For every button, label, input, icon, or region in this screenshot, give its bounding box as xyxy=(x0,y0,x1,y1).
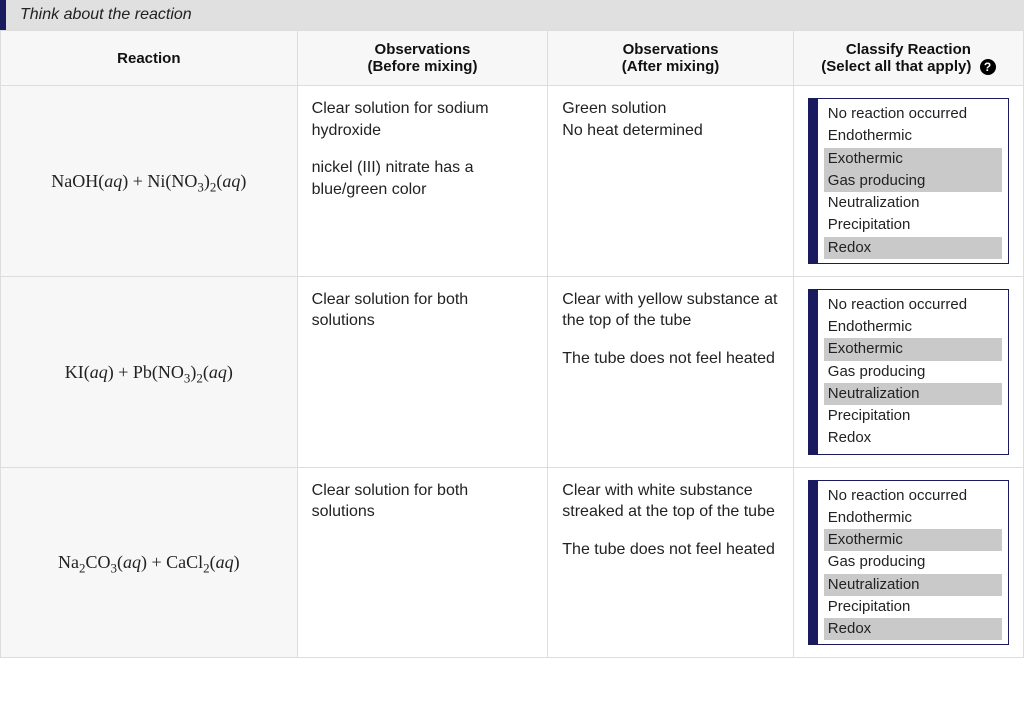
header-before-l1: Observations xyxy=(375,41,471,58)
classify-option[interactable]: Precipitation xyxy=(824,214,1002,236)
classify-option[interactable]: Redox xyxy=(824,618,1002,640)
obs-text: The tube does not feel heated xyxy=(562,539,779,561)
classify-option[interactable]: Precipitation xyxy=(824,596,1002,618)
header-reaction: Reaction xyxy=(1,31,298,86)
obs-text: Clear solution for sodium hydroxide xyxy=(312,98,534,141)
obs-text: Clear with white substance streaked at t… xyxy=(562,480,779,523)
classify-option[interactable]: Neutralization xyxy=(824,192,1002,214)
table-row: Na2CO3(aq) + CaCl2(aq) Clear solution for… xyxy=(1,467,1024,658)
reaction-table: Reaction Observations (Before mixing) Ob… xyxy=(0,30,1024,658)
header-reaction-text: Reaction xyxy=(117,50,180,67)
classify-multiselect[interactable]: No reaction occurredEndothermicExothermi… xyxy=(808,98,1009,264)
observations-before: Clear solution for both solutions xyxy=(297,276,548,467)
header-classify-l1: Classify Reaction xyxy=(846,41,971,58)
classify-option[interactable]: Gas producing xyxy=(824,551,1002,573)
classify-option[interactable]: No reaction occurred xyxy=(824,294,1002,316)
classify-cell: No reaction occurredEndothermicExothermi… xyxy=(793,86,1023,277)
obs-text: Clear solution for both solutions xyxy=(312,289,534,332)
table-row: NaOH(aq) + Ni(NO3)2(aq)Clear solution fo… xyxy=(1,86,1024,277)
header-before: Observations (Before mixing) xyxy=(297,31,548,86)
header-after: Observations (After mixing) xyxy=(548,31,794,86)
classify-option[interactable]: Redox xyxy=(824,427,1002,449)
observations-after: Green solutionNo heat determined xyxy=(548,86,794,277)
obs-text: nickel (III) nitrate has a blue/green co… xyxy=(312,157,534,200)
banner-text: Think about the reaction xyxy=(20,6,192,23)
observations-after: Clear with yellow substance at the top o… xyxy=(548,276,794,467)
reaction-formula: NaOH(aq) + Ni(NO3)2(aq) xyxy=(1,86,298,277)
classify-option[interactable]: No reaction occurred xyxy=(824,103,1002,125)
reaction-formula: Na2CO3(aq) + CaCl2(aq) xyxy=(1,467,298,658)
header-after-l2: (After mixing) xyxy=(622,58,720,75)
instructions-banner: Think about the reaction xyxy=(0,0,1024,30)
obs-text: The tube does not feel heated xyxy=(562,348,779,370)
header-classify-l2: (Select all that apply) xyxy=(821,58,971,75)
header-before-l2: (Before mixing) xyxy=(367,58,477,75)
classify-cell: No reaction occurredEndothermicExothermi… xyxy=(793,467,1023,658)
table-row: KI(aq) + Pb(NO3)2(aq) Clear solution for … xyxy=(1,276,1024,467)
classify-option[interactable]: Precipitation xyxy=(824,405,1002,427)
obs-text: No heat determined xyxy=(562,120,779,142)
obs-text: Green solution xyxy=(562,98,779,120)
obs-text: Clear solution for both solutions xyxy=(312,480,534,523)
obs-text: Clear with yellow substance at the top o… xyxy=(562,289,779,332)
classify-option[interactable]: Endothermic xyxy=(824,125,1002,147)
classify-option[interactable]: Neutralization xyxy=(824,574,1002,596)
observations-before: Clear solution for both solutions xyxy=(297,467,548,658)
classify-multiselect[interactable]: No reaction occurredEndothermicExothermi… xyxy=(808,480,1009,646)
classify-multiselect[interactable]: No reaction occurredEndothermicExothermi… xyxy=(808,289,1009,455)
classify-option[interactable]: Gas producing xyxy=(824,361,1002,383)
classify-option[interactable]: Gas producing xyxy=(824,170,1002,192)
classify-option[interactable]: Exothermic xyxy=(824,148,1002,170)
classify-cell: No reaction occurredEndothermicExothermi… xyxy=(793,276,1023,467)
help-icon[interactable]: ? xyxy=(980,59,996,75)
classify-option[interactable]: Redox xyxy=(824,237,1002,259)
table-header-row: Reaction Observations (Before mixing) Ob… xyxy=(1,31,1024,86)
classify-option[interactable]: Endothermic xyxy=(824,316,1002,338)
classify-option[interactable]: Exothermic xyxy=(824,338,1002,360)
classify-option[interactable]: Endothermic xyxy=(824,507,1002,529)
observations-before: Clear solution for sodium hydroxide nicke… xyxy=(297,86,548,277)
classify-option[interactable]: Neutralization xyxy=(824,383,1002,405)
observations-after: Clear with white substance streaked at t… xyxy=(548,467,794,658)
classify-option[interactable]: Exothermic xyxy=(824,529,1002,551)
classify-option[interactable]: No reaction occurred xyxy=(824,485,1002,507)
header-after-l1: Observations xyxy=(623,41,719,58)
header-classify: Classify Reaction (Select all that apply… xyxy=(793,31,1023,86)
reaction-formula: KI(aq) + Pb(NO3)2(aq) xyxy=(1,276,298,467)
